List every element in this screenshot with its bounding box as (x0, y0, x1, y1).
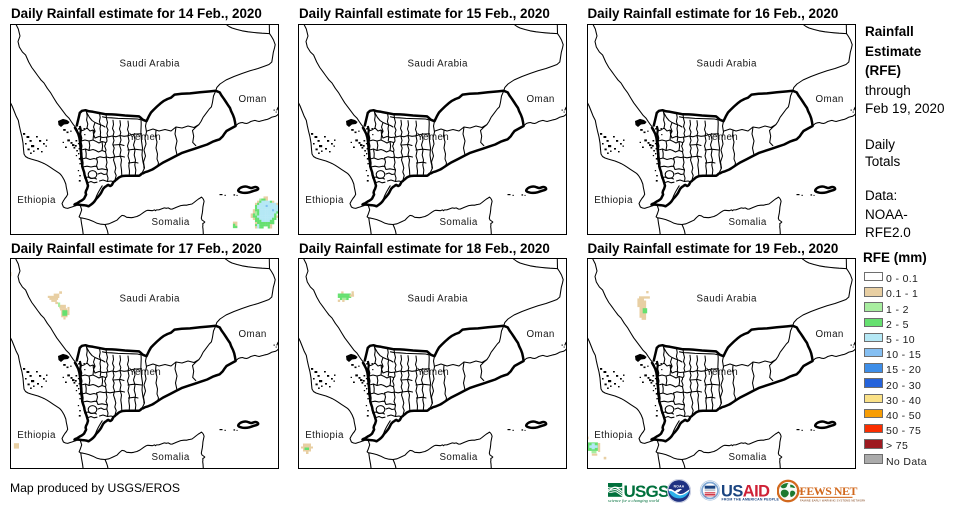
svg-text:science for a changing world: science for a changing world (608, 498, 660, 503)
svg-text:FROM THE AMERICAN PEOPLE: FROM THE AMERICAN PEOPLE (722, 498, 780, 502)
svg-text:USAID: USAID (721, 482, 770, 500)
svg-text:FAMINE EARLY WARNING SYSTEMS N: FAMINE EARLY WARNING SYSTEMS NETWORK (800, 498, 865, 502)
svg-text:FEWS NET: FEWS NET (800, 484, 858, 498)
svg-text:USGS: USGS (624, 482, 669, 501)
svg-text:NOAA: NOAA (674, 484, 685, 488)
